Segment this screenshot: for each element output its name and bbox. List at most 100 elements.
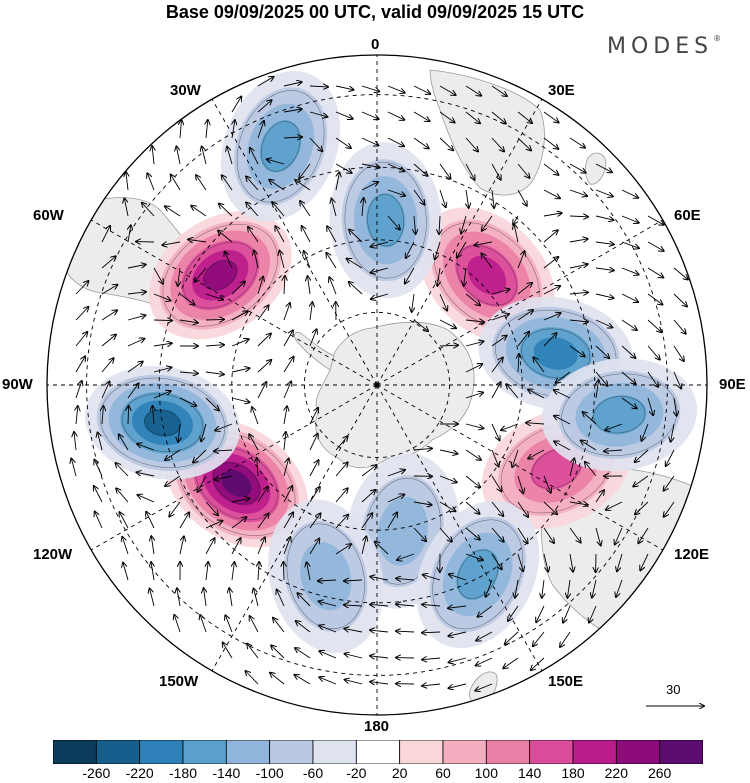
wind-vector <box>75 307 88 321</box>
wind-vector <box>349 230 363 243</box>
colorbar-swatch <box>485 740 531 764</box>
wind-vector <box>543 137 558 149</box>
wind-vector <box>397 553 415 560</box>
wind-vector <box>178 423 180 442</box>
wind-vector <box>647 397 653 415</box>
wind-vector <box>491 336 507 347</box>
wind-vector <box>284 432 286 451</box>
wind-vector <box>491 137 504 151</box>
wind-vector <box>592 579 597 598</box>
wind-vector <box>269 180 285 191</box>
wind-vector <box>319 626 337 633</box>
wind-vector <box>296 621 311 633</box>
wind-vector <box>491 289 509 295</box>
wind-vector <box>231 538 241 555</box>
colorbar-tick-label: 20 <box>391 765 408 781</box>
wind-vector <box>336 172 339 191</box>
wind-vector <box>254 250 259 269</box>
colorbar-swatch <box>572 740 617 764</box>
wind-vector <box>280 251 285 269</box>
contour-line <box>344 162 427 279</box>
polar-map <box>46 54 708 716</box>
wind-vector <box>302 226 311 243</box>
wind-vector <box>309 460 319 477</box>
wind-vector <box>439 163 451 179</box>
wind-vector <box>569 163 586 173</box>
wind-vector <box>647 215 664 225</box>
wind-vector <box>464 267 466 286</box>
colorbar-swatch <box>139 740 184 764</box>
wind-vector <box>465 320 484 322</box>
wind-vector <box>94 486 103 503</box>
meridian <box>90 384 378 551</box>
wind-vector <box>137 444 155 451</box>
wind-vector <box>153 367 171 373</box>
wind-vector <box>439 345 458 346</box>
wind-vector <box>542 579 544 598</box>
colorbar-swatch <box>95 740 141 764</box>
colorbar-swatch <box>529 740 574 764</box>
wind-vector <box>465 163 475 180</box>
wind-vector <box>569 264 588 269</box>
wind-vector <box>153 406 155 425</box>
wind-vector <box>413 137 429 148</box>
wind-vector <box>152 146 154 165</box>
meridian <box>376 98 543 386</box>
wind-vector <box>283 382 291 399</box>
wind-vector <box>517 283 532 295</box>
colorbar <box>53 740 703 764</box>
contour-level <box>467 255 507 295</box>
wind-vector <box>569 189 587 196</box>
wind-vector <box>492 189 494 208</box>
contour-line <box>213 462 260 505</box>
wind-vector <box>215 423 233 431</box>
wind-vector <box>335 515 348 529</box>
wind-vector <box>319 601 337 607</box>
wind-vector <box>219 204 233 217</box>
lon-label-120e: 120E <box>674 546 710 563</box>
wind-vector <box>119 435 129 451</box>
wind-vector <box>554 416 571 425</box>
wind-vector <box>481 254 493 269</box>
wind-vectors <box>71 77 688 691</box>
wind-vector <box>309 111 327 117</box>
wind-vector <box>396 631 415 632</box>
colorbar-tick-label: -220 <box>125 765 154 781</box>
wind-vector <box>616 579 623 597</box>
contour-line <box>99 377 226 468</box>
wind-vector <box>387 189 405 196</box>
wind-vector <box>533 631 545 646</box>
anomaly-shading <box>85 71 698 653</box>
south-pole-marker <box>374 382 380 388</box>
wind-vector <box>449 574 467 581</box>
wind-vector <box>465 137 478 151</box>
wind-vector <box>101 335 116 347</box>
contour-line <box>521 328 591 379</box>
wind-vector <box>331 199 337 217</box>
wind-vector <box>335 111 353 119</box>
wind-vector <box>176 146 181 165</box>
wind-vector <box>232 562 234 581</box>
wind-vector <box>638 527 649 543</box>
wind-vector <box>171 175 181 191</box>
colorbar-tick-label: 140 <box>517 765 542 781</box>
wind-vector <box>595 268 614 270</box>
wind-vector <box>146 512 155 529</box>
wind-vector <box>621 241 639 248</box>
wind-vector <box>543 230 558 243</box>
map-boundary <box>46 54 708 716</box>
lon-label-60w: 60W <box>33 207 64 224</box>
wind-vector <box>309 434 318 451</box>
wind-vector <box>127 265 146 269</box>
wind-vector <box>674 397 677 416</box>
wind-vector <box>517 553 523 571</box>
wind-vector <box>531 657 545 670</box>
wind-vector <box>554 390 571 399</box>
wind-vector <box>647 267 663 278</box>
wind-vector <box>300 201 311 217</box>
wind-vector <box>518 354 519 373</box>
wind-vector <box>439 85 456 95</box>
wind-vector <box>439 501 455 511</box>
contour-line <box>203 260 237 291</box>
wind-vector <box>309 408 318 425</box>
